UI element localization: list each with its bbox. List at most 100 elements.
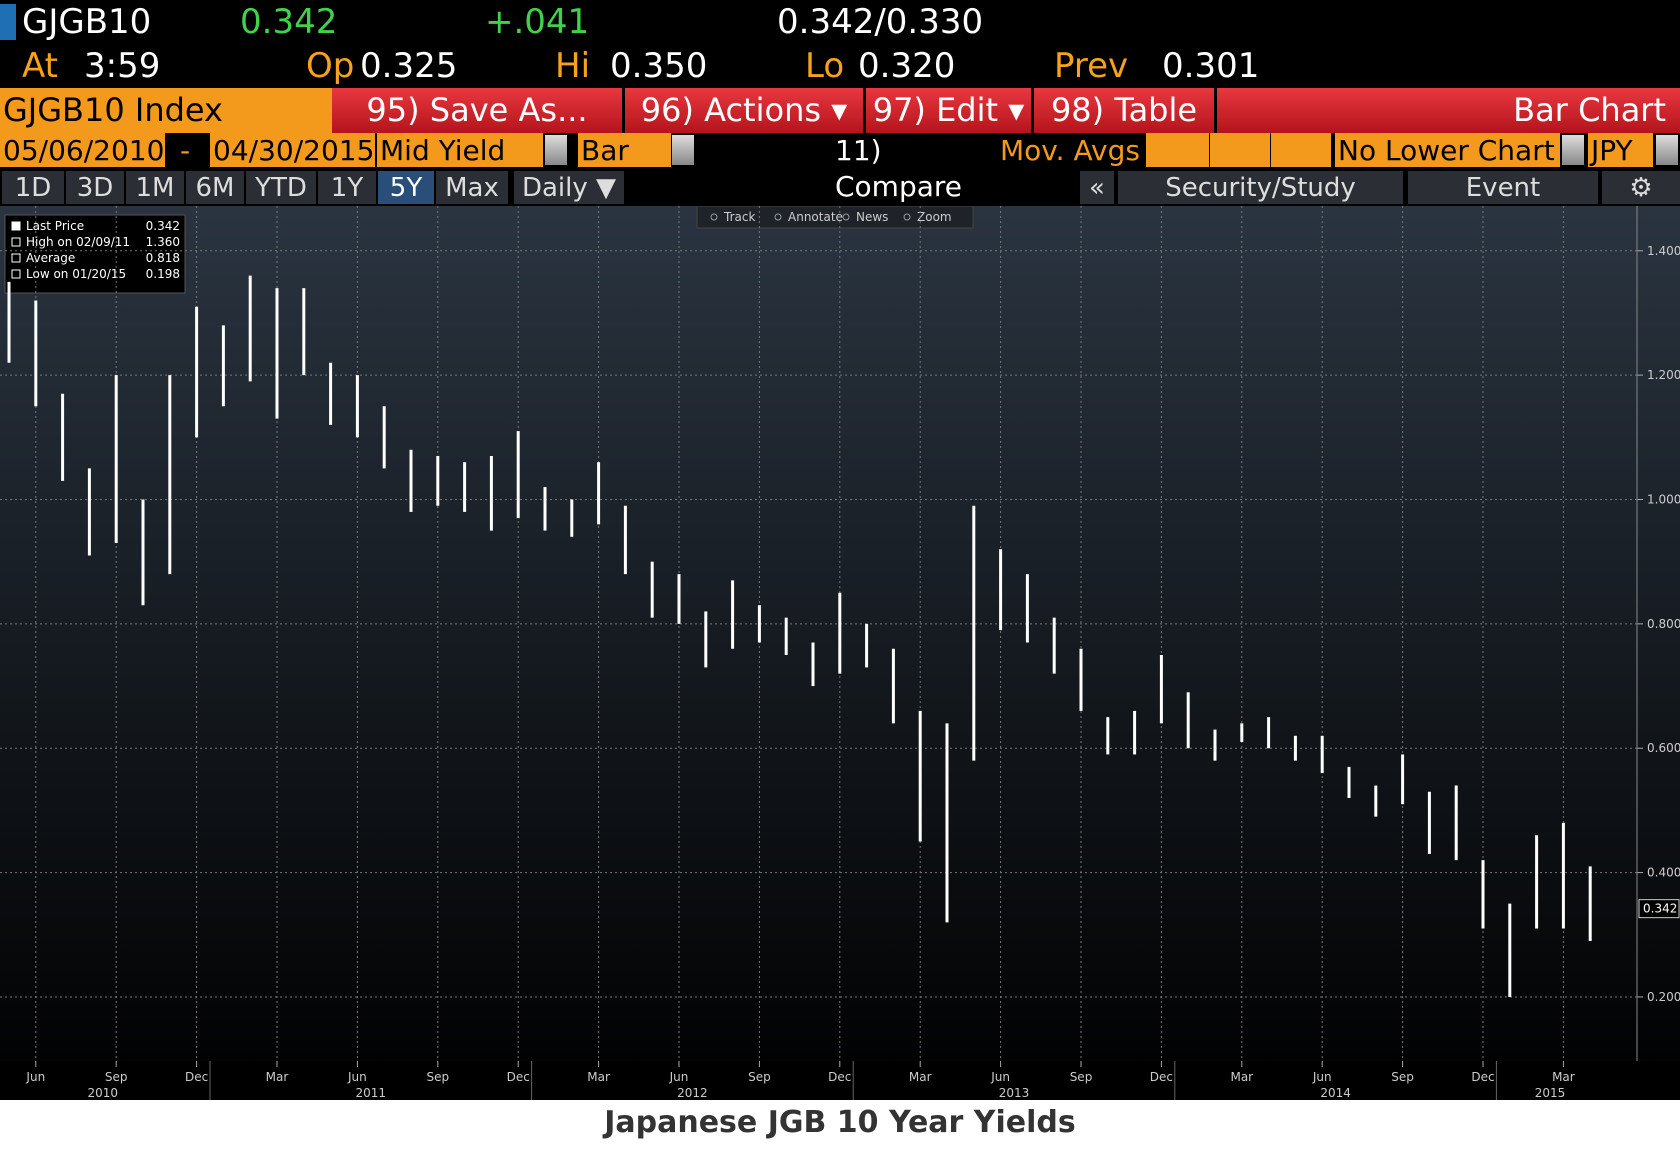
y-tick-label: 1.000 (1647, 492, 1680, 506)
chart-tool: Track (723, 210, 755, 224)
quote-label: At (22, 46, 58, 86)
style-select[interactable]: Bar (578, 133, 671, 167)
tools-panel (696, 206, 974, 229)
toolbar-button[interactable]: 97) Edit ▾ (866, 88, 1031, 133)
year-label: 2013 (999, 1086, 1030, 1100)
settings-button[interactable]: ⚙ (1602, 171, 1680, 204)
x-tick-label: Sep (1070, 1070, 1093, 1084)
empty-field[interactable] (1210, 133, 1270, 167)
x-tick-label: Mar (1552, 1070, 1575, 1084)
net-change: +.041 (485, 2, 590, 42)
legend-panel (4, 214, 186, 294)
period-tab[interactable]: 1M (126, 171, 184, 204)
bid-ask: 0.342/0.330 (777, 2, 984, 42)
x-tick-label: Jun (669, 1070, 689, 1084)
terminal-header: GJGB10 0.342 +.041 0.342/0.330 At 3:59 O… (0, 0, 1680, 206)
quote-label: Prev (1054, 46, 1129, 86)
x-tick-label: Mar (1230, 1070, 1253, 1084)
legend-value: 0.818 (146, 251, 180, 265)
end-date[interactable]: 04/30/2015 (210, 133, 375, 167)
tool-icon (710, 213, 718, 221)
x-tick-label: Dec (1150, 1070, 1173, 1084)
quote-value: 3:59 (84, 46, 161, 86)
x-tick-label: Dec (828, 1070, 851, 1084)
legend-label: Average (26, 251, 75, 265)
event-button[interactable]: Event (1408, 171, 1598, 204)
field-select[interactable]: Mid Yield (377, 133, 543, 167)
legend-swatch (11, 221, 21, 231)
chart-tool: News (856, 210, 888, 224)
legend-label: Last Price (26, 219, 84, 233)
symbol: GJGB10 (22, 2, 152, 42)
mov-avgs[interactable]: Mov. Avgs (997, 133, 1145, 167)
tool-icon (774, 213, 782, 221)
year-label: 2012 (677, 1086, 708, 1100)
toolbar-button[interactable]: 95) Save As... (332, 88, 622, 133)
legend-value: 0.198 (146, 267, 180, 281)
currency-select[interactable]: JPY (1588, 133, 1653, 167)
year-label: 2011 (356, 1086, 387, 1100)
quote-label: Lo (805, 46, 845, 86)
dropdown-button[interactable] (1656, 135, 1678, 165)
x-tick-label: Sep (105, 1070, 128, 1084)
x-tick-label: Mar (587, 1070, 610, 1084)
y-tick-label: 1.400 (1647, 244, 1680, 258)
legend-label: High on 02/09/11 (26, 235, 130, 249)
period-tab[interactable]: 5Y (378, 171, 434, 204)
toolbar-button[interactable]: 96) Actions ▾ (625, 88, 863, 133)
start-date[interactable]: 05/06/2010 (0, 133, 165, 167)
last-price-label: 0.342 (1643, 902, 1677, 916)
x-tick-label: Dec (507, 1070, 530, 1084)
collapse-button[interactable]: « (1080, 171, 1114, 204)
dropdown-button[interactable] (1562, 135, 1584, 165)
x-tick-label: Sep (426, 1070, 449, 1084)
period-tab[interactable]: Max (436, 171, 508, 204)
x-tick-label: Jun (990, 1070, 1010, 1084)
year-label: 2010 (88, 1086, 119, 1100)
x-tick-label: Mar (909, 1070, 932, 1084)
empty-field[interactable] (1271, 133, 1331, 167)
date-separator: - (180, 133, 200, 167)
x-tick-label: Dec (185, 1070, 208, 1084)
tool-icon (903, 213, 911, 221)
x-tick-label: Jun (25, 1070, 45, 1084)
x-tick-label: Jun (347, 1070, 367, 1084)
view-title: Bar Chart (1217, 88, 1680, 133)
quote-label: Op (306, 46, 355, 86)
tool-icon (842, 213, 850, 221)
compare-button[interactable]: 11) Compare (835, 133, 995, 203)
chart: Track Annotate News Zoom Last Price 0.342 Hig… (0, 206, 1680, 1100)
chart-tool: Annotate (788, 210, 843, 224)
period-tab[interactable]: 3D (66, 171, 124, 204)
lower-chart-select[interactable]: No Lower Chart (1335, 133, 1560, 167)
quote-value: 0.350 (610, 46, 708, 86)
quote-value: 0.320 (858, 46, 956, 86)
y-tick-label: 0.600 (1647, 741, 1680, 755)
dropdown-button[interactable] (672, 135, 694, 165)
y-tick-label: 0.800 (1647, 617, 1680, 631)
date-axis-band (0, 1061, 1680, 1100)
chart-tools: Track Annotate News Zoom (696, 206, 974, 229)
period-tab[interactable]: YTD (246, 171, 316, 204)
period-tab[interactable]: 1D (2, 171, 64, 204)
year-label: 2014 (1320, 1086, 1351, 1100)
study-button[interactable]: Security/Study (1118, 171, 1403, 204)
legend-swatch (11, 237, 21, 247)
focus-marker (0, 4, 16, 40)
x-tick-label: Sep (748, 1070, 771, 1084)
y-tick-label: 0.200 (1647, 990, 1680, 1004)
year-label: 2015 (1535, 1086, 1566, 1100)
empty-field[interactable] (1146, 133, 1209, 167)
x-tick-label: Mar (266, 1070, 289, 1084)
period-tab[interactable]: 1Y (318, 171, 376, 204)
caption: Japanese JGB 10 Year Yields (604, 1105, 1076, 1140)
security-field[interactable]: GJGB10 Index (0, 88, 333, 133)
dropdown-button[interactable] (545, 135, 567, 165)
quote-value: 0.301 (1162, 46, 1260, 86)
frequency-select[interactable]: Daily ▼ (514, 171, 624, 204)
legend-label: Low on 01/20/15 (26, 267, 126, 281)
chart-tool: Zoom (917, 210, 952, 224)
toolbar-button[interactable]: 98) Table (1034, 88, 1214, 133)
period-tab[interactable]: 6M (186, 171, 244, 204)
